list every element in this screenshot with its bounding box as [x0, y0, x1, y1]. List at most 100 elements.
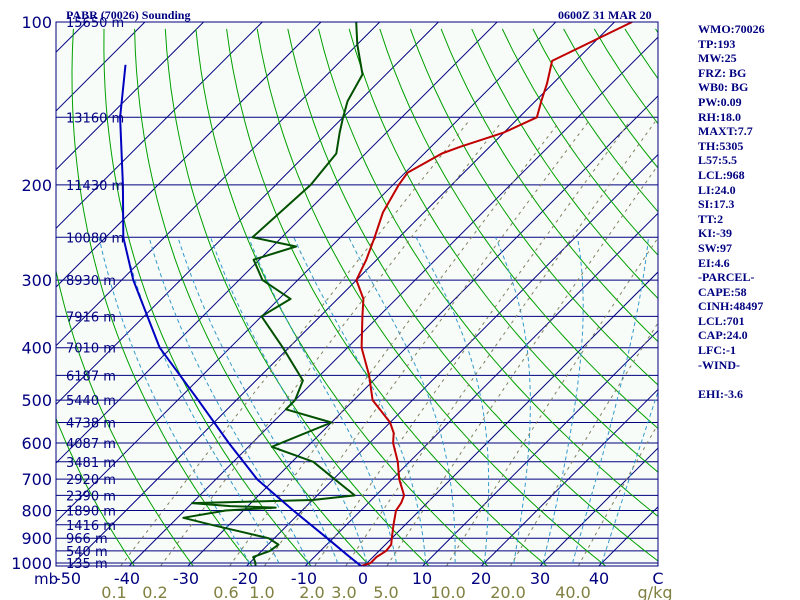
temperature-tick-label: -20 — [232, 569, 258, 588]
mixing-ratio-label: 0.1 — [101, 583, 126, 600]
pressure-tick-label: 100 — [21, 13, 52, 32]
height-label: 7916 m — [66, 310, 116, 325]
pressure-tick-label: 200 — [21, 176, 52, 195]
mixing-ratio-label: 0.2 — [142, 583, 167, 600]
stat-line: FRZ: BG — [698, 65, 747, 80]
height-label: 2920 m — [66, 473, 116, 488]
isotherm-line — [304, 212, 658, 566]
dewpoint-trace — [182, 22, 364, 566]
moist-adiabat-line — [542, 237, 584, 564]
height-label: 1890 m — [66, 505, 116, 520]
mixing-ratio-line — [263, 121, 589, 566]
moist-adiabat-line — [572, 237, 649, 564]
temperature-tick-label: 0 — [358, 569, 368, 588]
height-label: 2390 m — [66, 489, 116, 504]
dry-adiabat-line — [379, 28, 658, 430]
mixing-ratio-line — [314, 121, 630, 566]
stat-line: LCL:968 — [698, 167, 745, 182]
moist-adiabat-line — [210, 237, 368, 564]
dry-adiabat-line — [56, 417, 135, 566]
isotherm-line — [246, 153, 658, 566]
temperature-tick-label: 10 — [412, 569, 432, 588]
stat-line: -PARCEL- — [698, 270, 755, 285]
moist-adiabat-line — [248, 237, 397, 564]
stat-line: SI:17.3 — [698, 197, 735, 212]
moist-adiabat-line — [293, 237, 427, 564]
station-title: PABR (70026) Sounding — [66, 8, 191, 22]
stat-line: RH:18.0 — [698, 109, 741, 124]
height-label: 10080 m — [66, 231, 124, 246]
temperature-tick-label: -30 — [173, 569, 199, 588]
isotherm-line — [481, 388, 658, 566]
stat-line: MW:25 — [698, 51, 737, 66]
stat-line: WMO:70026 — [698, 22, 765, 36]
temperature-tick-label: C — [652, 569, 663, 588]
temperature-tick-label: 20 — [471, 569, 491, 588]
mixing-ratio-line — [446, 236, 658, 566]
stat-line: -WIND- — [698, 357, 740, 372]
moist-adiabat-line — [495, 237, 531, 564]
mixing-ratio-line — [160, 121, 502, 566]
height-label: 1416 m — [66, 519, 116, 534]
mixing-ratio-line — [386, 164, 658, 566]
mixing-ratio-line — [120, 121, 469, 566]
dry-adiabat-line — [440, 28, 658, 343]
temperature-tick-label: -50 — [55, 569, 81, 588]
mixing-ratio-label: 3.0 — [331, 583, 356, 600]
moist-adiabat-line — [348, 237, 456, 563]
mixing-ratio-line — [345, 121, 656, 566]
height-label: 135 m — [66, 557, 108, 572]
height-label: 4738 m — [66, 417, 116, 432]
pressure-tick-label: 1000 — [11, 554, 52, 573]
pressure-unit-label: mb — [34, 570, 58, 588]
mixing-ratio-label: 1.0 — [249, 583, 274, 600]
dry-adiabat-line — [56, 268, 194, 566]
pressure-tick-label: 500 — [21, 391, 52, 410]
stat-line: LI:24.0 — [698, 182, 736, 197]
stat-line: CAP:24.0 — [698, 328, 748, 343]
isotherm-line — [422, 329, 658, 566]
temperature-tick-label: 40 — [589, 569, 609, 588]
stat-line: TP:193 — [698, 36, 736, 51]
stat-line: KI:-39 — [698, 226, 732, 241]
pressure-tick-label: 700 — [21, 470, 52, 489]
pressure-tick-label: 300 — [21, 271, 52, 290]
height-label: 7010 m — [66, 342, 116, 357]
dry-adiabat-line — [134, 28, 371, 566]
diagram-frame — [55, 21, 659, 567]
dry-adiabat-line — [226, 28, 548, 566]
moist-adiabat-line — [98, 237, 251, 564]
isotherm-line — [56, 22, 322, 288]
isotherm-line — [56, 22, 204, 171]
dry-adiabat-line — [164, 28, 430, 566]
mixing-ratio-label: 40.0 — [555, 583, 591, 600]
height-label: 11430 m — [66, 179, 124, 194]
stat-line: CAPE:58 — [698, 284, 747, 299]
mixing-ratio-label: 5.0 — [373, 583, 398, 600]
dry-adiabat-line — [287, 28, 658, 562]
plot-border — [55, 21, 659, 567]
temperature-trace — [355, 22, 633, 566]
height-label: 3481 m — [66, 456, 116, 471]
stat-line: EHI:-3.6 — [698, 386, 743, 401]
isotherm-line — [56, 22, 263, 230]
dry-adiabat-line — [195, 28, 489, 566]
temperature-tick-label: -10 — [291, 569, 317, 588]
mixing-ratio-label: 2.0 — [299, 583, 324, 600]
isotherm-line — [56, 22, 439, 406]
dry-adiabat-line — [103, 28, 312, 566]
isotherm-line — [128, 36, 658, 566]
stat-line: CINH:48497 — [698, 299, 764, 314]
isotherm-line — [70, 22, 615, 566]
height-label: 15650 m — [66, 16, 124, 31]
height-label: 6187 m — [66, 369, 116, 384]
height-label: 540 m — [66, 545, 108, 560]
pressure-tick-label: 900 — [21, 529, 52, 548]
dry-adiabat-line — [348, 28, 658, 473]
moist-adiabat-line — [177, 237, 339, 564]
stat-line: SW:97 — [698, 240, 733, 255]
mixing-ratio-label: 10.0 — [430, 583, 466, 600]
height-label: 5440 m — [66, 394, 116, 409]
